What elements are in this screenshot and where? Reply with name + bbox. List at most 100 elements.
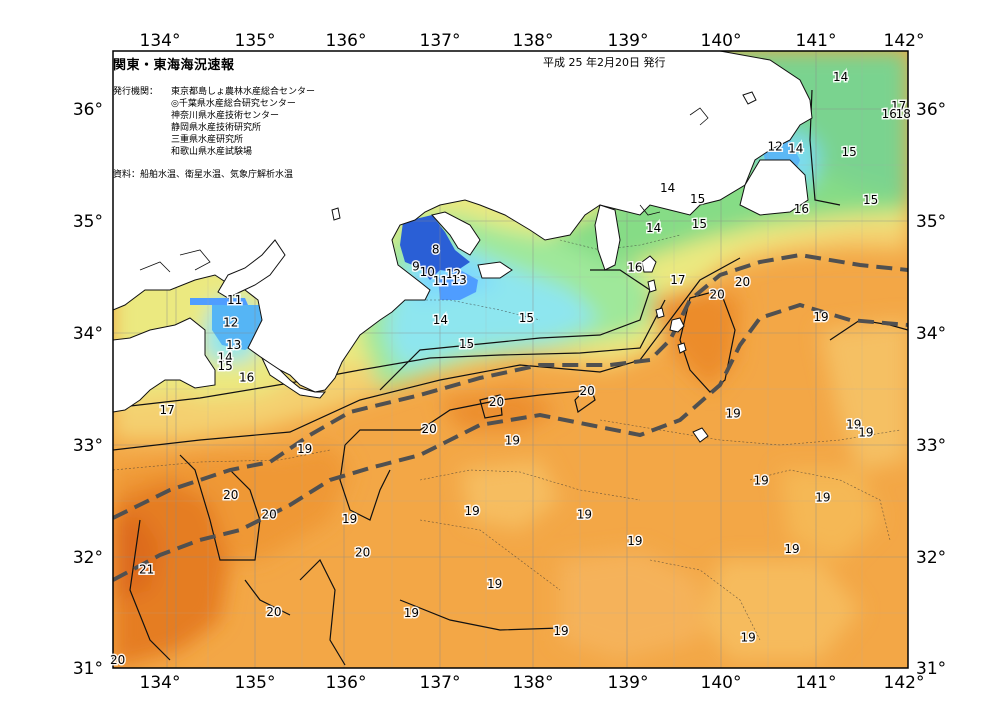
info-panel: 関東・東海海況速報 発行機関： 東京都島しょ農林水産総合センター ◎千葉県水産総… bbox=[113, 54, 373, 180]
lat-tick-label: 33° bbox=[73, 436, 103, 456]
contour-label: 20 bbox=[735, 275, 750, 289]
lat-tick-labels-right: 36° 35° 34° 33° 32° 31° bbox=[916, 100, 946, 679]
contour-label: 20 bbox=[710, 287, 725, 301]
contour-label: 17 bbox=[891, 99, 906, 113]
contour-label: 15 bbox=[690, 192, 705, 206]
contour-label: 14 bbox=[660, 181, 675, 195]
contour-label: 20 bbox=[355, 546, 370, 560]
contour-label: 14 bbox=[833, 70, 848, 84]
publisher-item: 三重県水産研究所 bbox=[171, 135, 244, 145]
lon-tick-label: 137° bbox=[420, 673, 461, 693]
contour-label: 16 bbox=[239, 370, 254, 384]
publisher-item: 静岡県水産技術研究所 bbox=[171, 123, 262, 133]
contour-label: 20 bbox=[580, 384, 595, 398]
contour-label: 11 bbox=[227, 293, 242, 307]
publisher-block: 発行機関： 東京都島しょ農林水産総合センター ◎千葉県水産総合研究センター 神奈… bbox=[113, 86, 373, 158]
lon-tick-label: 138° bbox=[513, 673, 554, 693]
lon-tick-label: 134° bbox=[140, 673, 181, 693]
lon-tick-label: 135° bbox=[235, 673, 276, 693]
contour-label: 19 bbox=[740, 631, 755, 645]
contour-label: 13 bbox=[226, 338, 241, 352]
contour-label: 14 bbox=[433, 313, 448, 327]
publisher-list: 東京都島しょ農林水産総合センター ◎千葉県水産総合研究センター 神奈川県水産技術… bbox=[171, 86, 315, 158]
contour-label: 20 bbox=[489, 395, 504, 409]
contour-label: 19 bbox=[342, 512, 357, 526]
contour-label: 21 bbox=[139, 562, 154, 576]
lon-tick-label: 140° bbox=[701, 673, 742, 693]
contour-label: 16 bbox=[627, 261, 642, 275]
lon-tick-label: 137° bbox=[420, 31, 461, 51]
lon-tick-label: 142° bbox=[884, 31, 925, 51]
issue-date: 平成 25 年2月20日 発行 bbox=[543, 56, 666, 69]
contour-label: 8 bbox=[432, 243, 440, 257]
contour-label: 17 bbox=[160, 403, 175, 417]
lon-tick-labels-top: 134° 135° 136° 137° 138° 139° 140° 141° … bbox=[140, 31, 925, 51]
contour-label: 14 bbox=[218, 350, 233, 364]
contour-label: 19 bbox=[487, 577, 502, 591]
contour-label: 9 bbox=[412, 259, 420, 273]
lat-tick-label: 35° bbox=[916, 212, 946, 232]
lat-tick-label: 31° bbox=[73, 659, 103, 679]
lon-tick-label: 142° bbox=[884, 673, 925, 693]
contour-label: 15 bbox=[519, 311, 534, 325]
publisher-label: 発行機関： bbox=[113, 87, 159, 97]
contour-label: 15 bbox=[459, 337, 474, 351]
contour-label: 11 bbox=[433, 274, 448, 288]
lat-tick-label: 36° bbox=[73, 100, 103, 120]
lon-tick-label: 136° bbox=[326, 673, 367, 693]
lat-tick-label: 36° bbox=[916, 100, 946, 120]
lat-tick-label: 32° bbox=[916, 548, 946, 568]
publisher-item: ◎千葉県水産総合研究センター bbox=[171, 99, 296, 109]
contour-label: 15 bbox=[863, 193, 878, 207]
contour-label: 19 bbox=[784, 542, 799, 556]
contour-label: 15 bbox=[218, 359, 233, 373]
contour-label: 14 bbox=[646, 221, 661, 235]
contour-label: 20 bbox=[262, 507, 277, 521]
contour-label: 19 bbox=[553, 624, 568, 638]
kuroshio-axis bbox=[113, 252, 908, 582]
contour-label: 19 bbox=[627, 534, 642, 548]
contour-label: 19 bbox=[297, 442, 312, 456]
contour-label: 19 bbox=[846, 418, 861, 432]
contour-label: 20 bbox=[223, 488, 238, 502]
lon-tick-labels-bottom: 134° 135° 136° 137° 138° 139° 140° 141° … bbox=[140, 673, 925, 693]
contour-label: 20 bbox=[266, 605, 281, 619]
contour-label: 12 bbox=[446, 267, 461, 281]
lon-tick-label: 141° bbox=[796, 673, 837, 693]
contour-label: 19 bbox=[465, 504, 480, 518]
contour-label: 13 bbox=[451, 273, 466, 287]
contour-label: 10 bbox=[420, 265, 435, 279]
coastline-details bbox=[139, 107, 709, 273]
map-frame bbox=[112, 50, 909, 669]
lon-tick-label: 139° bbox=[608, 31, 649, 51]
lon-tick-label: 139° bbox=[608, 673, 649, 693]
contour-label: 12 bbox=[223, 316, 238, 330]
contour-label: 15 bbox=[841, 145, 856, 159]
lon-tick-label: 134° bbox=[140, 31, 181, 51]
contour-label: 16 bbox=[794, 202, 809, 216]
contour-label: 19 bbox=[858, 425, 873, 439]
minor-isotherms bbox=[113, 234, 901, 641]
publisher-item: 神奈川県水産技術センター bbox=[171, 111, 280, 121]
contour-label: 12 bbox=[768, 139, 783, 153]
contour-label: 19 bbox=[725, 406, 740, 420]
contour-label: 14 bbox=[788, 142, 803, 156]
contour-label: 19 bbox=[754, 474, 769, 488]
publisher-item: 東京都島しょ農林水産総合センター bbox=[171, 87, 316, 97]
lat-tick-label: 33° bbox=[916, 436, 946, 456]
lon-tick-label: 141° bbox=[796, 31, 837, 51]
contour-label: 19 bbox=[813, 310, 828, 324]
publisher-item: 和歌山県水産試験場 bbox=[171, 147, 253, 157]
contour-label: 17 bbox=[670, 273, 685, 287]
contour-label: 19 bbox=[815, 491, 830, 505]
contour-label: 19 bbox=[505, 433, 520, 447]
lat-tick-label: 34° bbox=[916, 324, 946, 344]
contour-label: 20 bbox=[421, 422, 436, 436]
lon-tick-label: 136° bbox=[326, 31, 367, 51]
lon-tick-label: 140° bbox=[701, 31, 742, 51]
lon-tick-label: 135° bbox=[235, 31, 276, 51]
contour-label: 18 bbox=[896, 107, 911, 121]
lat-tick-labels-left: 36° 35° 34° 33° 32° 31° bbox=[73, 100, 103, 679]
land-masses bbox=[112, 50, 813, 443]
